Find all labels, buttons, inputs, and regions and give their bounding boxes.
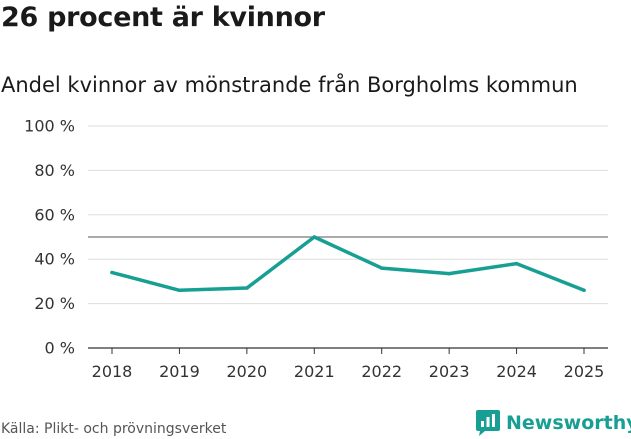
data-point bbox=[177, 288, 182, 293]
x-tick-label: 2024 bbox=[496, 362, 537, 381]
x-tick-label: 2023 bbox=[429, 362, 470, 381]
y-tick-label: 80 % bbox=[34, 161, 75, 180]
logo-bar-2 bbox=[486, 417, 490, 427]
data-point bbox=[447, 271, 451, 276]
gridlines bbox=[88, 125, 608, 349]
x-tick-label: 2019 bbox=[159, 362, 200, 381]
chart-subtitle: Andel kvinnor av mönstrande från Borghol… bbox=[1, 73, 578, 97]
data-point bbox=[312, 235, 317, 239]
source-note: Källa: Plikt- och prövningsverket bbox=[1, 421, 227, 437]
y-tick-label: 0 % bbox=[45, 339, 75, 358]
y-tick-label: 100 % bbox=[24, 117, 75, 136]
brand-name: Newsworthy bbox=[506, 412, 631, 434]
x-tick-label: 2020 bbox=[226, 362, 267, 381]
x-tick-label: 2021 bbox=[294, 362, 335, 381]
data-point bbox=[110, 270, 114, 275]
series-line bbox=[110, 235, 586, 293]
brand-logo[interactable]: Newsworthy bbox=[476, 408, 631, 438]
chart-title: 26 procent är kvinnor bbox=[1, 2, 325, 33]
logo-bar-1 bbox=[481, 421, 484, 427]
series bbox=[110, 235, 586, 293]
data-point bbox=[514, 261, 519, 266]
y-tick-label: 60 % bbox=[34, 205, 75, 224]
newsworthy-logo-icon bbox=[476, 410, 500, 436]
y-axis-ticks: 0 % 20 % 40 % 60 % 80 % 100 % bbox=[24, 117, 75, 358]
y-tick-label: 20 % bbox=[34, 294, 75, 313]
logo-bar-3 bbox=[492, 414, 495, 427]
x-axis-ticks: 2018 2019 2020 2021 2022 2023 2024 2025 bbox=[92, 348, 605, 381]
x-tick-label: 2018 bbox=[92, 362, 133, 381]
x-tick-label: 2025 bbox=[564, 362, 605, 381]
x-tick-label: 2022 bbox=[361, 362, 402, 381]
data-point bbox=[379, 266, 384, 270]
data-point bbox=[245, 286, 249, 290]
y-tick-label: 40 % bbox=[34, 250, 75, 269]
data-point bbox=[582, 288, 586, 293]
